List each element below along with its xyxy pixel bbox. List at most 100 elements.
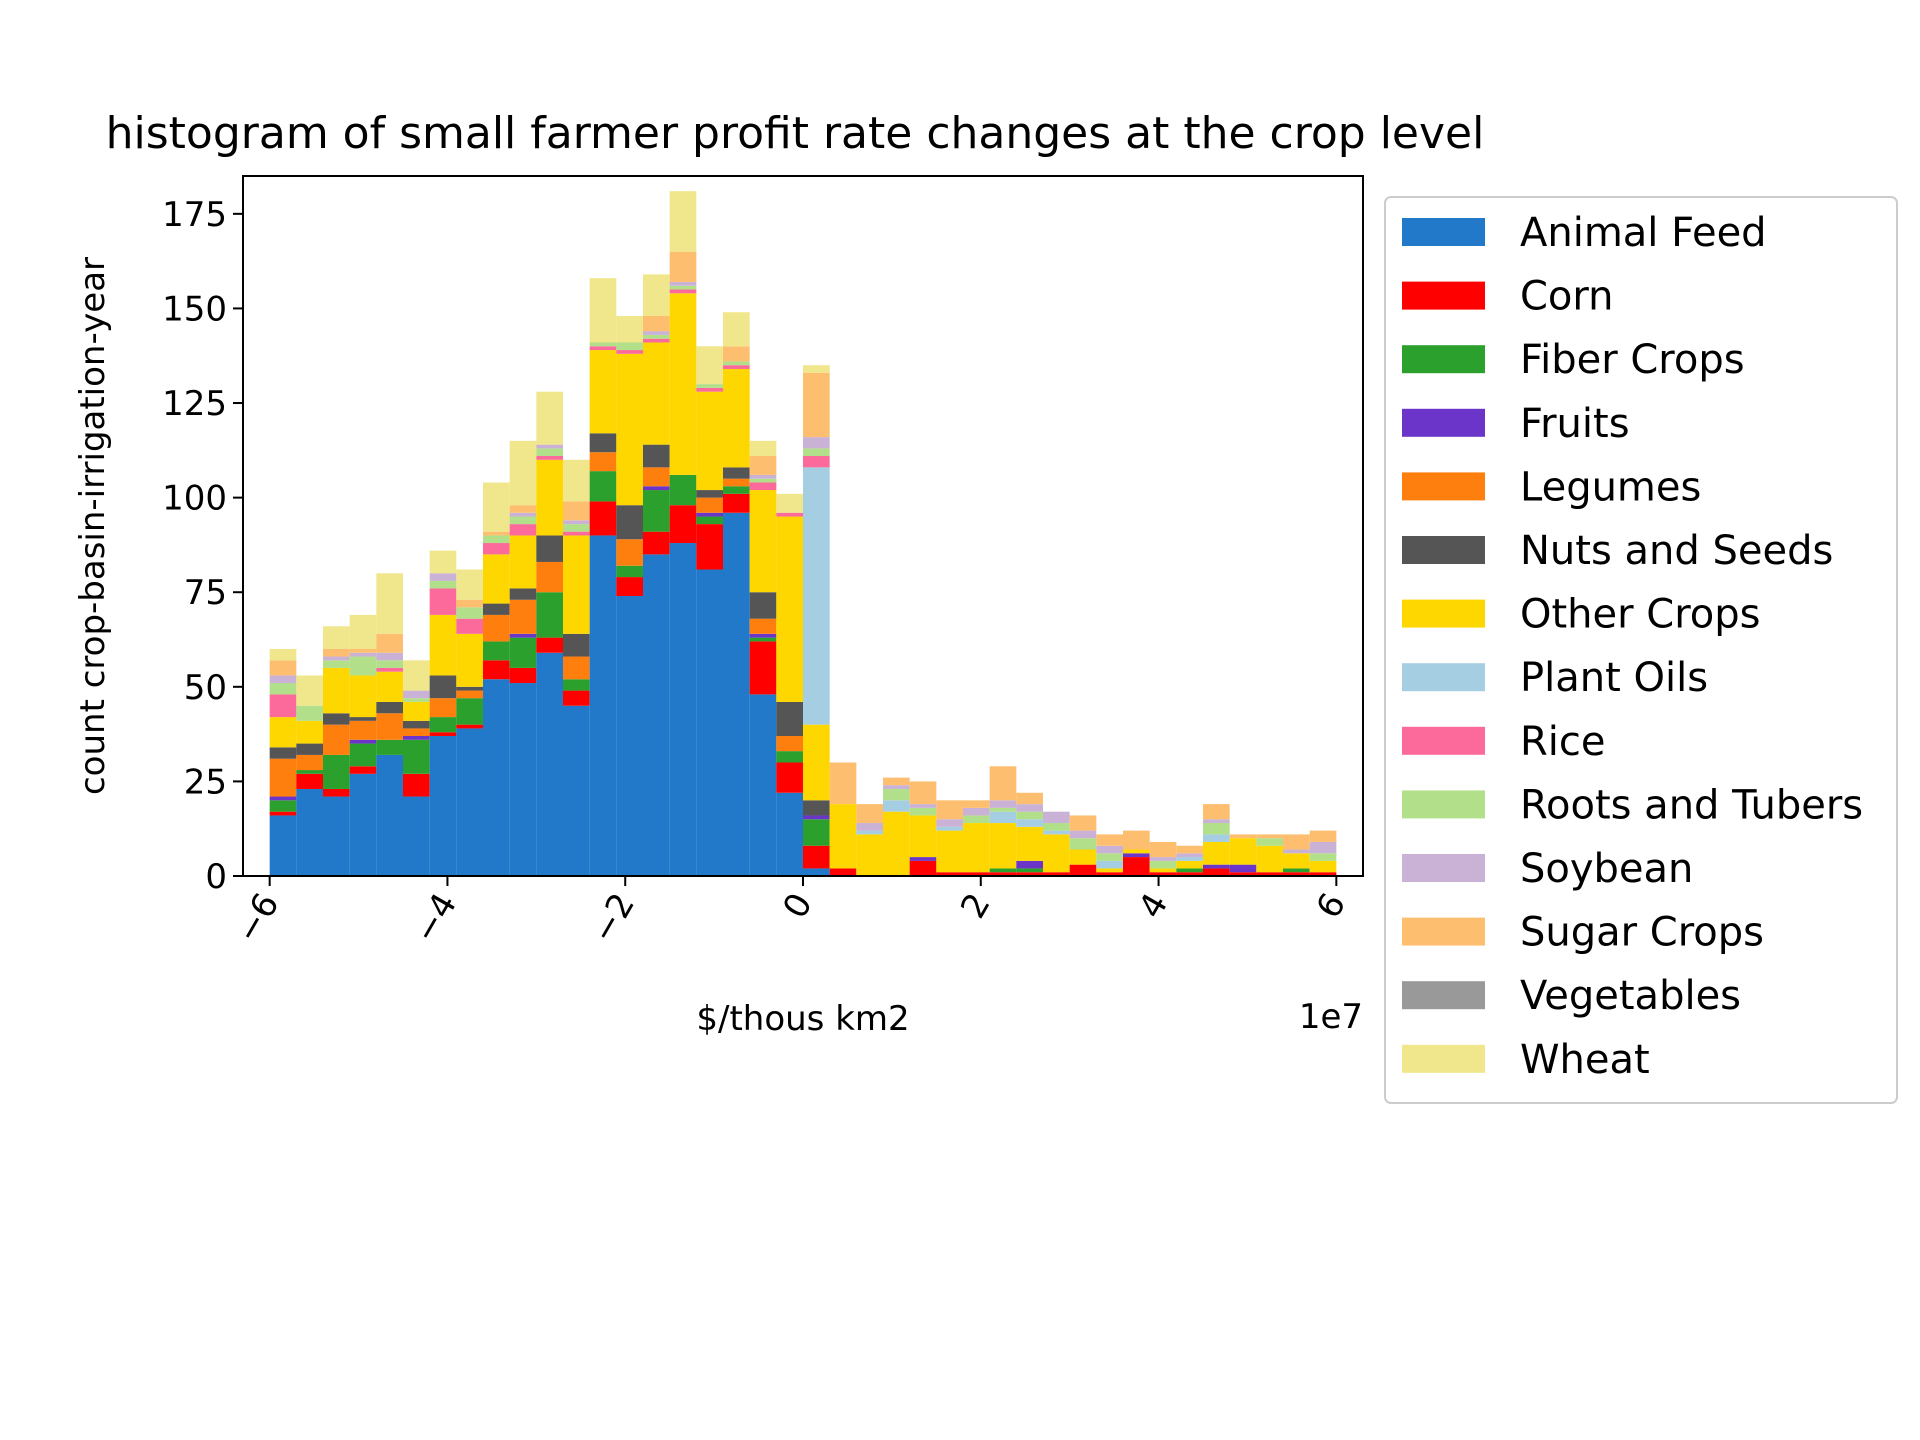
bar-sugar-crops-bin-15 — [669, 251, 697, 282]
bar-sugar-crops-bin-26 — [963, 800, 990, 808]
bar-fiber-crops-bin-13 — [616, 565, 643, 578]
bar-roots-and-tubers-bin-37 — [1256, 838, 1283, 846]
bar-sugar-crops-bin-22 — [856, 804, 883, 824]
bar-rice-bin-4 — [376, 667, 403, 672]
bar-wheat-bin-4 — [376, 573, 403, 634]
bar-legumes-bin-3 — [349, 720, 377, 740]
bar-roots-and-tubers-bin-17 — [723, 361, 750, 366]
bar-animal-feed-bin-7 — [456, 728, 483, 876]
bar-soybean-bin-22 — [856, 823, 883, 831]
bar-other-crops-bin-9 — [509, 535, 537, 589]
bar-legumes-bin-8 — [483, 614, 510, 642]
bar-fiber-crops-bin-34 — [1176, 868, 1203, 873]
bar-corn-bin-35 — [1203, 868, 1230, 876]
bar-plant-oils-bin-27 — [989, 811, 1017, 824]
bar-nuts-and-seeds-bin-12 — [589, 433, 617, 453]
bar-fiber-crops-bin-5 — [403, 739, 430, 774]
bar-legumes-bin-6 — [429, 698, 457, 718]
bar-other-crops-bin-11 — [563, 535, 590, 634]
bar-corn-bin-18 — [749, 641, 777, 695]
legend-label-legumes: Legumes — [1520, 464, 1701, 510]
x-axis-offset-text: 1e7 — [1299, 997, 1363, 1037]
bar-fiber-crops-bin-14 — [643, 490, 670, 532]
y-tick-label: 25 — [184, 762, 227, 802]
bar-animal-feed-bin-9 — [509, 683, 537, 876]
legend-label-nuts-and-seeds: Nuts and Seeds — [1520, 528, 1833, 574]
bar-fiber-crops-bin-27 — [989, 868, 1017, 873]
bar-other-crops-bin-18 — [749, 490, 777, 593]
bar-corn-bin-24 — [909, 860, 937, 876]
bar-animal-feed-bin-3 — [349, 773, 377, 876]
bar-wheat-bin-12 — [589, 278, 617, 343]
x-tick-label: 6 — [1309, 887, 1354, 926]
bar-fruits-bin-9 — [509, 633, 537, 638]
bar-wheat-bin-5 — [403, 660, 430, 691]
bar-other-crops-bin-0 — [269, 717, 297, 748]
bar-rice-bin-17 — [723, 365, 750, 369]
bar-corn-bin-39 — [1309, 872, 1337, 876]
bar-fiber-crops-bin-2 — [323, 754, 350, 789]
bar-fiber-crops-bin-28 — [1016, 868, 1043, 873]
bar-soybean-bin-0 — [269, 675, 297, 684]
bar-legumes-bin-12 — [589, 452, 617, 472]
bar-roots-and-tubers-bin-35 — [1203, 823, 1230, 835]
bar-other-crops-bin-31 — [1096, 868, 1123, 873]
bar-corn-bin-9 — [509, 667, 537, 684]
bar-soybean-bin-11 — [563, 520, 590, 525]
bar-soybean-bin-18 — [749, 474, 777, 479]
bar-roots-and-tubers-bin-1 — [296, 705, 323, 721]
bar-legumes-bin-1 — [296, 754, 323, 771]
bar-nuts-and-seeds-bin-4 — [376, 701, 403, 714]
bar-roots-and-tubers-bin-7 — [456, 607, 483, 619]
legend-swatch-rice — [1402, 726, 1485, 755]
bar-wheat-bin-0 — [269, 648, 297, 661]
bar-animal-feed-bin-19 — [776, 792, 803, 876]
bar-nuts-and-seeds-bin-1 — [296, 743, 323, 755]
bar-plant-oils-bin-31 — [1096, 860, 1123, 869]
bar-wheat-bin-20 — [803, 365, 830, 373]
bar-nuts-and-seeds-bin-18 — [749, 592, 777, 619]
bar-other-crops-bin-35 — [1203, 841, 1230, 865]
bar-soybean-bin-6 — [429, 573, 457, 581]
bar-corn-bin-29 — [1043, 872, 1070, 876]
bar-corn-bin-33 — [1149, 872, 1177, 876]
bar-wheat-bin-11 — [563, 459, 590, 502]
bar-roots-and-tubers-bin-11 — [563, 524, 590, 532]
bar-corn-bin-8 — [483, 660, 510, 680]
bar-rice-bin-7 — [456, 618, 483, 634]
y-tick-label: 50 — [184, 668, 227, 708]
bar-corn-bin-25 — [936, 872, 963, 876]
bar-other-crops-bin-38 — [1283, 853, 1310, 869]
bar-other-crops-bin-20 — [803, 724, 830, 801]
bar-corn-bin-37 — [1256, 872, 1283, 876]
bar-nuts-and-seeds-bin-9 — [509, 588, 537, 600]
bar-corn-bin-20 — [803, 845, 830, 869]
bar-sugar-crops-bin-9 — [509, 505, 537, 513]
bar-fruits-bin-18 — [749, 633, 777, 638]
bar-fiber-crops-bin-19 — [776, 751, 803, 763]
bar-soybean-bin-33 — [1149, 857, 1177, 861]
bar-plant-oils-bin-22 — [856, 830, 883, 835]
bar-roots-and-tubers-bin-39 — [1309, 853, 1337, 861]
bar-other-crops-bin-16 — [696, 391, 723, 491]
bar-legumes-bin-7 — [456, 690, 483, 699]
bar-soybean-bin-20 — [803, 437, 830, 449]
bar-animal-feed-bin-15 — [669, 543, 697, 876]
bar-roots-and-tubers-bin-27 — [989, 807, 1017, 812]
bar-other-crops-bin-32 — [1123, 849, 1150, 854]
bar-animal-feed-bin-16 — [696, 569, 723, 876]
bar-soybean-bin-26 — [963, 807, 990, 816]
bar-other-crops-bin-6 — [429, 614, 457, 676]
bar-plant-oils-bin-23 — [883, 800, 910, 812]
bar-roots-and-tubers-bin-9 — [509, 516, 537, 525]
bar-legumes-bin-11 — [563, 656, 590, 680]
bar-corn-bin-28 — [1016, 872, 1043, 876]
bar-sugar-crops-bin-28 — [1016, 792, 1043, 805]
bar-soybean-bin-10 — [536, 444, 563, 449]
bar-legumes-bin-4 — [376, 713, 403, 740]
bar-corn-bin-21 — [829, 868, 857, 876]
bar-corn-bin-1 — [296, 773, 323, 789]
bar-legumes-bin-19 — [776, 736, 803, 752]
bar-legumes-bin-17 — [723, 478, 750, 487]
bar-rice-bin-18 — [749, 482, 777, 491]
